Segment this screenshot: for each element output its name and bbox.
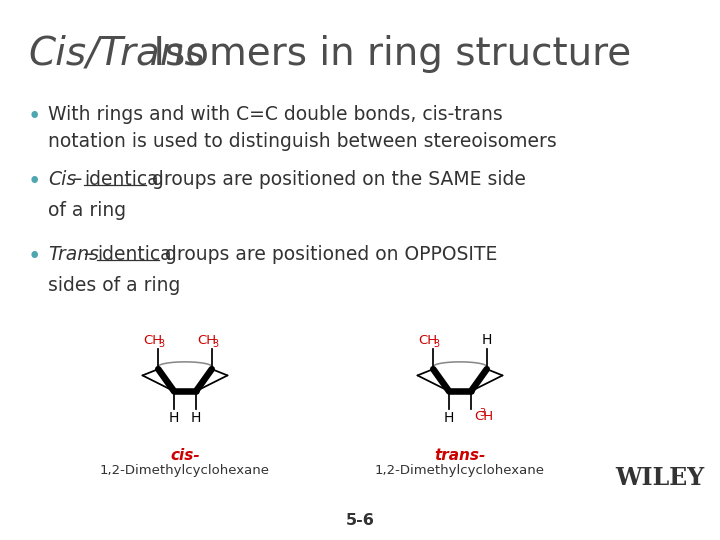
Text: H: H: [168, 410, 179, 424]
Text: 5-6: 5-6: [346, 513, 374, 528]
Text: •: •: [28, 105, 41, 128]
Text: –: –: [78, 245, 99, 264]
Text: 3: 3: [158, 339, 165, 349]
Text: identical: identical: [97, 245, 176, 264]
Text: Cis: Cis: [48, 170, 76, 189]
Text: •: •: [28, 245, 41, 268]
Text: Cis/Trans: Cis/Trans: [28, 35, 204, 73]
Text: H: H: [191, 410, 201, 424]
Text: WILEY: WILEY: [616, 466, 705, 490]
Text: 3: 3: [480, 408, 485, 418]
Text: groups are positioned on the SAME side: groups are positioned on the SAME side: [146, 170, 526, 189]
Text: sides of a ring: sides of a ring: [48, 276, 181, 295]
Text: of a ring: of a ring: [48, 201, 126, 220]
Text: identical: identical: [84, 170, 163, 189]
Text: CH: CH: [418, 334, 438, 347]
Text: Trans: Trans: [48, 245, 99, 264]
Text: •: •: [28, 170, 41, 193]
Text: –: –: [67, 170, 89, 189]
Text: 1,2-Dimethylcyclohexane: 1,2-Dimethylcyclohexane: [100, 464, 270, 477]
Text: trans-: trans-: [434, 448, 486, 463]
Text: H: H: [482, 333, 492, 347]
Text: CH: CH: [197, 334, 216, 347]
Text: 3: 3: [212, 339, 218, 349]
Text: groups are positioned on OPPOSITE: groups are positioned on OPPOSITE: [159, 245, 498, 264]
Text: H: H: [444, 410, 454, 424]
Text: 3: 3: [433, 339, 440, 349]
Text: CH: CH: [144, 334, 163, 347]
Text: cis-: cis-: [170, 448, 200, 463]
Text: With rings and with C=C double bonds, cis-trans
notation is used to distinguish : With rings and with C=C double bonds, ci…: [48, 105, 557, 151]
Text: Isomers in ring structure: Isomers in ring structure: [141, 35, 631, 73]
Text: 1,2-Dimethylcyclohexane: 1,2-Dimethylcyclohexane: [375, 464, 545, 477]
Text: CH: CH: [474, 410, 493, 423]
